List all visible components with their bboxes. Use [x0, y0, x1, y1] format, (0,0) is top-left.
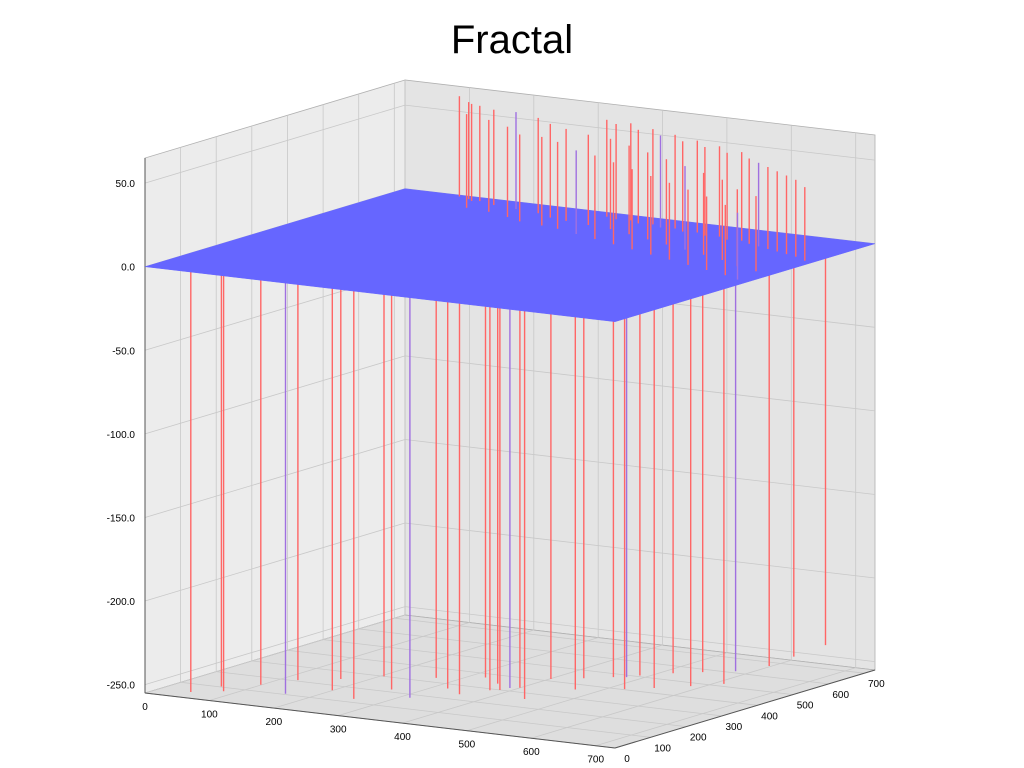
- y-tick-label: 600: [832, 690, 849, 701]
- y-tick-label: 300: [725, 722, 742, 733]
- x-tick-label: 400: [394, 732, 411, 743]
- z-tick-label: 0.0: [121, 263, 135, 274]
- x-tick-label: 500: [459, 740, 476, 751]
- z-tick-label: -50.0: [112, 346, 135, 357]
- z-tick-label: -100.0: [107, 430, 136, 441]
- y-gridline: [251, 125, 722, 717]
- x-tick-label: 700: [587, 755, 604, 766]
- y-gridline: [215, 136, 687, 727]
- chart-gridlines: [144, 80, 876, 749]
- y-tick-label: 0: [624, 754, 630, 765]
- x-gridline: [531, 125, 792, 739]
- y-tick-label: 100: [654, 743, 671, 754]
- z-tick-label: -250.0: [107, 681, 136, 692]
- left-wall-pane: [144, 79, 406, 694]
- y-tick-label: 200: [690, 733, 707, 744]
- surface-plane: [144, 188, 876, 322]
- x-tick-label: 200: [265, 717, 282, 728]
- z-tick-label: -150.0: [107, 514, 136, 525]
- y-tick-label: 500: [797, 701, 814, 712]
- y-gridline: [287, 115, 758, 706]
- x-tick-label: 600: [523, 747, 540, 758]
- z-tick-label: 50.0: [116, 179, 136, 190]
- down-spikes: [190, 257, 827, 699]
- x-tick-label: 100: [201, 710, 218, 721]
- surface-layer: [144, 188, 876, 322]
- y-tick-label: 400: [761, 711, 778, 722]
- y-axis-line: [614, 669, 876, 749]
- x-tick-label: 300: [330, 725, 347, 736]
- x-tick-label: 0: [142, 702, 148, 713]
- y-gridline: [180, 147, 651, 738]
- up-spikes: [458, 96, 806, 280]
- x-axis-line: [144, 692, 616, 749]
- y-tick-label: 700: [868, 679, 885, 690]
- x-gridline: [466, 117, 728, 732]
- x-gridline: [595, 132, 857, 747]
- chart-ticks: 0 100 200 300 400 500 600 700 0 100 200 300 400 500 60…: [107, 179, 885, 766]
- chart-title: Fractal: [450, 18, 574, 62]
- z-tick-label: -200.0: [107, 597, 136, 608]
